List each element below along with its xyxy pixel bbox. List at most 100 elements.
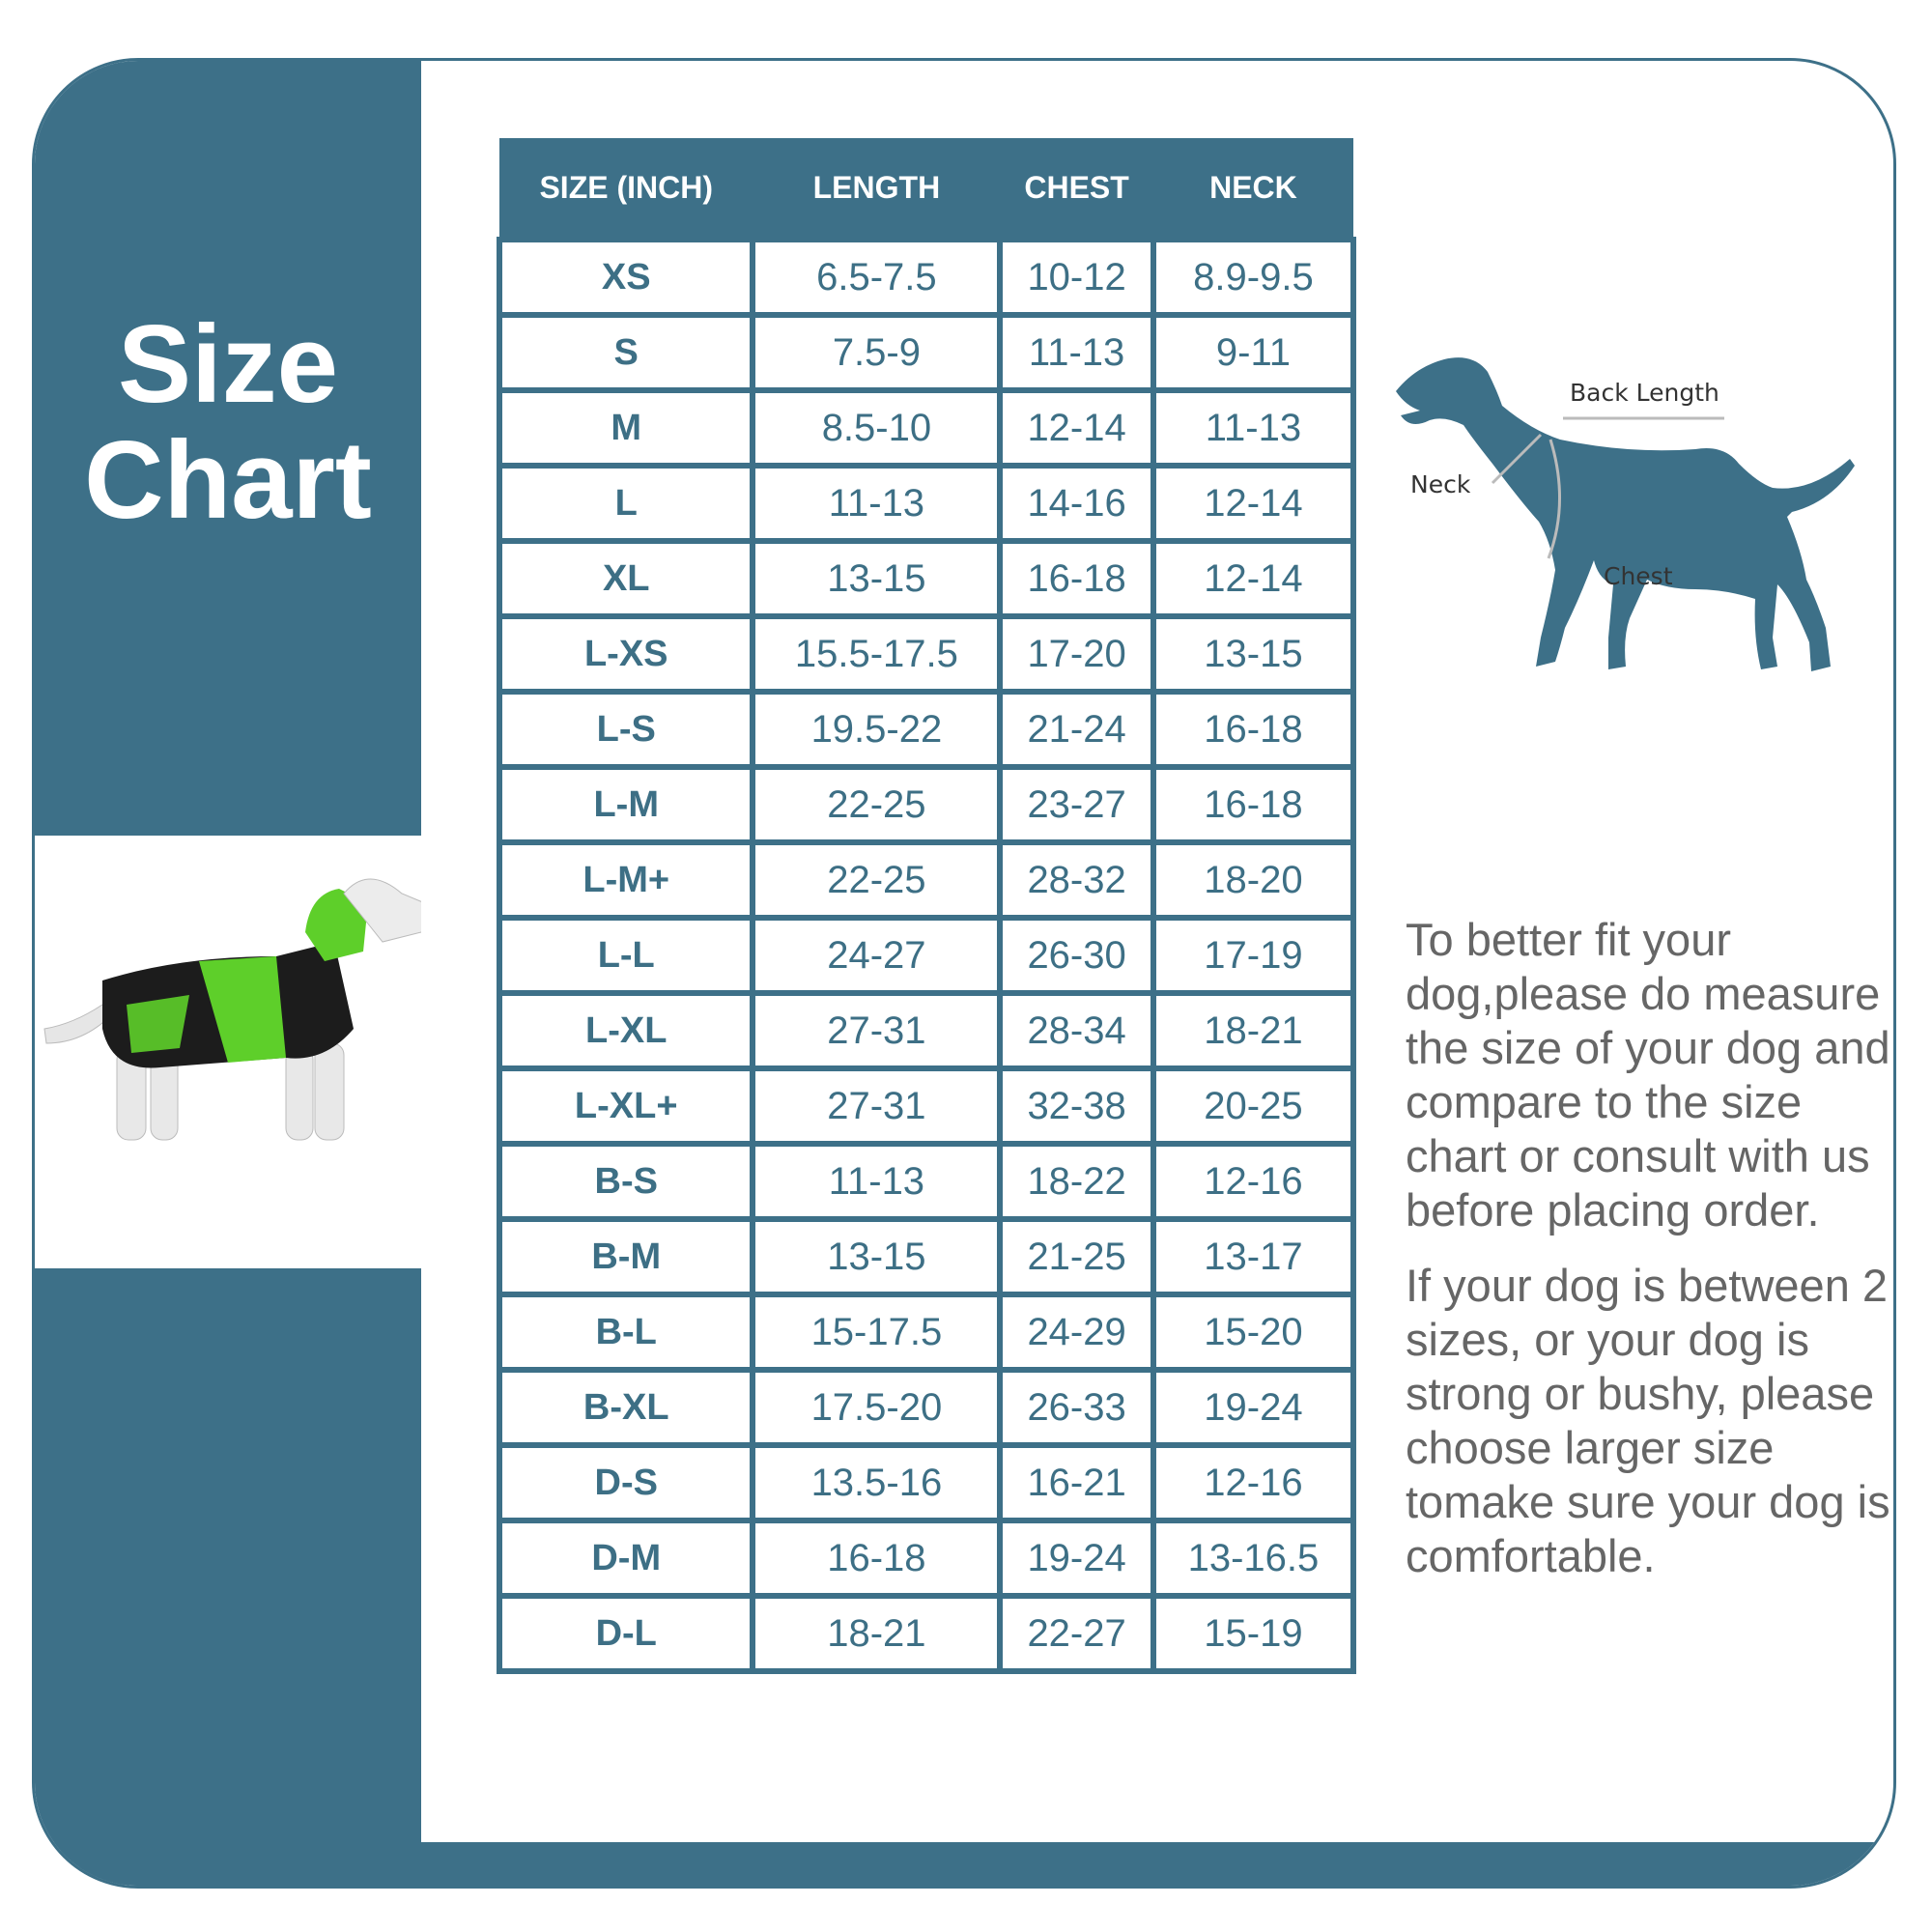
- cell-chest: 18-22: [997, 1141, 1156, 1222]
- header-length: LENGTH: [753, 138, 1001, 240]
- table-row: L-XL 27-31 28-34 18-21: [496, 990, 1357, 1071]
- cell-length: 6.5-7.5: [750, 237, 1004, 318]
- table-row: XS 6.5-7.5 10-12 8.9-9.5: [496, 237, 1357, 318]
- cell-size: L: [496, 463, 756, 544]
- cell-neck: 15-20: [1150, 1292, 1357, 1373]
- cell-chest: 22-27: [997, 1593, 1156, 1674]
- page-title: Size Chart: [35, 307, 421, 539]
- cell-neck: 12-14: [1150, 538, 1357, 619]
- cell-chest: 26-30: [997, 915, 1156, 996]
- cell-chest: 12-14: [997, 387, 1156, 469]
- cell-neck: 13-16.5: [1150, 1518, 1357, 1599]
- product-photo: [35, 836, 461, 1268]
- table-row: B-L 15-17.5 24-29 15-20: [496, 1292, 1357, 1373]
- cell-size: L-XL+: [496, 1065, 756, 1147]
- cell-neck: 16-18: [1150, 689, 1357, 770]
- cell-chest: 10-12: [997, 237, 1156, 318]
- cell-chest: 28-32: [997, 839, 1156, 921]
- cell-neck: 13-15: [1150, 613, 1357, 695]
- title-line-2: Chart: [84, 419, 372, 542]
- table-header-row: SIZE (INCH) LENGTH CHEST NECK: [499, 138, 1353, 240]
- header-neck: NECK: [1152, 138, 1353, 240]
- cell-chest: 16-18: [997, 538, 1156, 619]
- tip-paragraph-2: If your dog is between 2 sizes, or your …: [1406, 1260, 1890, 1581]
- table-row: D-M 16-18 19-24 13-16.5: [496, 1518, 1357, 1599]
- cell-length: 27-31: [750, 990, 1004, 1071]
- size-table: SIZE (INCH) LENGTH CHEST NECK XS 6.5-7.5 1…: [496, 138, 1357, 1674]
- cell-length: 22-25: [750, 764, 1004, 845]
- cell-length: 27-31: [750, 1065, 1004, 1147]
- cell-length: 16-18: [750, 1518, 1004, 1599]
- cell-size: XL: [496, 538, 756, 619]
- cell-length: 18-21: [750, 1593, 1004, 1674]
- cell-neck: 19-24: [1150, 1367, 1357, 1448]
- cell-neck: 20-25: [1150, 1065, 1357, 1147]
- neck-label: Neck: [1410, 470, 1471, 498]
- cell-chest: 14-16: [997, 463, 1156, 544]
- cell-size: D-L: [496, 1593, 756, 1674]
- cell-neck: 17-19: [1150, 915, 1357, 996]
- chest-label: Chest: [1604, 562, 1673, 590]
- back-length-label: Back Length: [1570, 379, 1719, 407]
- cell-size: L-XL: [496, 990, 756, 1071]
- cell-size: D-M: [496, 1518, 756, 1599]
- cell-chest: 21-24: [997, 689, 1156, 770]
- dog-raincoat-image: [43, 878, 461, 1141]
- cell-length: 13.5-16: [750, 1442, 1004, 1523]
- table-row: B-S 11-13 18-22 12-16: [496, 1141, 1357, 1222]
- table-row: L-S 19.5-22 21-24 16-18: [496, 689, 1357, 770]
- cell-length: 13-15: [750, 1216, 1004, 1297]
- cell-size: S: [496, 312, 756, 393]
- table-row: D-S 13.5-16 16-21 12-16: [496, 1442, 1357, 1523]
- measurement-diagram: Back Length Neck Chest: [1377, 348, 1879, 710]
- cell-size: D-S: [496, 1442, 756, 1523]
- cell-chest: 16-21: [997, 1442, 1156, 1523]
- table-row: D-L 18-21 22-27 15-19: [496, 1593, 1357, 1674]
- cell-size: B-L: [496, 1292, 756, 1373]
- header-size: SIZE (INCH): [499, 138, 753, 240]
- table-row: B-XL 17.5-20 26-33 19-24: [496, 1367, 1357, 1448]
- table-row: M 8.5-10 12-14 11-13: [496, 387, 1357, 469]
- cell-chest: 11-13: [997, 312, 1156, 393]
- table-row: L-XS 15.5-17.5 17-20 13-15: [496, 613, 1357, 695]
- cell-length: 24-27: [750, 915, 1004, 996]
- bottom-bar: [35, 1842, 1893, 1886]
- cell-chest: 21-25: [997, 1216, 1156, 1297]
- cell-length: 7.5-9: [750, 312, 1004, 393]
- cell-size: B-S: [496, 1141, 756, 1222]
- cell-length: 17.5-20: [750, 1367, 1004, 1448]
- title-line-1: Size: [117, 303, 339, 426]
- cell-size: M: [496, 387, 756, 469]
- tip-paragraph-1: To better fit your dog,please do measure…: [1406, 914, 1890, 1236]
- cell-chest: 19-24: [997, 1518, 1156, 1599]
- cell-neck: 18-20: [1150, 839, 1357, 921]
- cell-chest: 17-20: [997, 613, 1156, 695]
- cell-size: B-XL: [496, 1367, 756, 1448]
- cell-neck: 11-13: [1150, 387, 1357, 469]
- cell-length: 13-15: [750, 538, 1004, 619]
- cell-neck: 15-19: [1150, 1593, 1357, 1674]
- cell-chest: 26-33: [997, 1367, 1156, 1448]
- cell-chest: 23-27: [997, 764, 1156, 845]
- cell-length: 22-25: [750, 839, 1004, 921]
- cell-length: 8.5-10: [750, 387, 1004, 469]
- cell-length: 19.5-22: [750, 689, 1004, 770]
- table-row: L-M+ 22-25 28-32 18-20: [496, 839, 1357, 921]
- cell-chest: 24-29: [997, 1292, 1156, 1373]
- header-chest: CHEST: [1000, 138, 1153, 240]
- cell-size: B-M: [496, 1216, 756, 1297]
- cell-neck: 8.9-9.5: [1150, 237, 1357, 318]
- table-row: L-L 24-27 26-30 17-19: [496, 915, 1357, 996]
- table-row: B-M 13-15 21-25 13-17: [496, 1216, 1357, 1297]
- cell-length: 15.5-17.5: [750, 613, 1004, 695]
- cell-size: L-L: [496, 915, 756, 996]
- cell-neck: 13-17: [1150, 1216, 1357, 1297]
- table-row: L 11-13 14-16 12-14: [496, 463, 1357, 544]
- table-row: L-XL+ 27-31 32-38 20-25: [496, 1065, 1357, 1147]
- cell-neck: 12-16: [1150, 1442, 1357, 1523]
- fit-tips: To better fit your dog,please do measure…: [1406, 913, 1908, 1605]
- cell-neck: 12-14: [1150, 463, 1357, 544]
- cell-neck: 12-16: [1150, 1141, 1357, 1222]
- cell-length: 15-17.5: [750, 1292, 1004, 1373]
- cell-size: L-M+: [496, 839, 756, 921]
